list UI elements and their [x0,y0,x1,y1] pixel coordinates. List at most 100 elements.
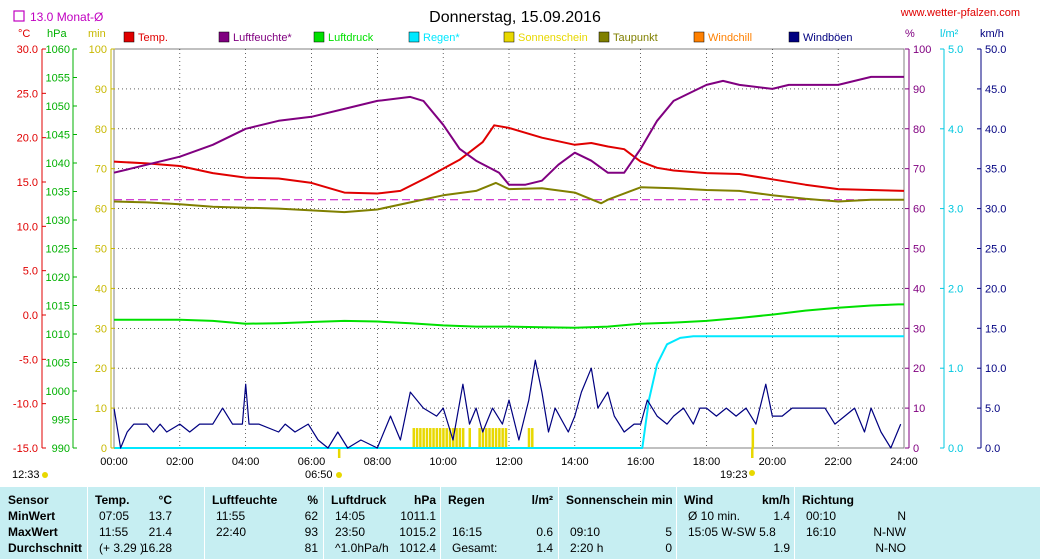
sunshine-bar [468,428,471,448]
legend-swatch [598,31,610,43]
y-tick-label-pressure: 1060 [46,44,70,56]
stats-table: Sensor MinWert MaxWert Durchschnitt Temp. °C 0… [0,487,1040,559]
monthly-avg-marker-icon [13,10,25,22]
y-tick-label-temp: -10.0 [13,399,38,411]
y-tick-label-pressure: 1010 [46,329,70,341]
y-tick-label-humidity_pct: 100 [913,44,931,56]
stats-column-head: Richtung [802,493,854,507]
stats-cell-time: Gesamt: [452,541,498,555]
sunshine-bar [494,428,498,448]
stats-column-head: Luftdruck [331,493,387,507]
series-line-luftfeuchte [113,75,904,186]
x-tick-label: 06:00 [298,456,326,468]
y-tick-label-wind_kmh: 20.0 [985,283,1006,295]
chart-marks [113,75,905,458]
y-tick-label-wind_kmh: 45.0 [985,84,1006,96]
unit-pressure: hPa [47,28,67,40]
y-tick-label-humidity_pct: 70 [913,164,925,176]
grid-lines [114,49,904,448]
x-tick-label: 14:00 [561,456,589,468]
stats-cell-time: 07:05 [99,509,130,523]
legend-label: Luftfeuchte* [233,32,292,44]
series-line-regen [114,335,904,449]
sunshine-bar [484,428,488,448]
stats-column-divider [794,487,795,559]
y-tick-label-wind_kmh: 35.0 [985,164,1006,176]
stats-cell-value: N-NO [875,541,906,555]
sunshine-bar [412,428,416,448]
series-line-temp [113,124,905,195]
unit-temp: °C [18,28,30,40]
x-tick-label: 22:00 [824,456,852,468]
x-tick-label: 10:00 [429,456,457,468]
y-tick-label-wind_kmh: 15.0 [985,323,1006,335]
stats-column-unit: hPa [413,493,436,507]
sunshine-bar [429,428,432,448]
legend-swatch [123,31,135,43]
y-tick-label-sunshine_min: 60 [95,204,107,216]
stats-cell-time: 11:55 [99,525,129,539]
stats-cell-value: 93 [304,525,318,539]
y-tick-label-humidity_pct: 40 [913,283,925,295]
stats-column-divider [440,487,441,559]
y-tick-label-wind_kmh: 10.0 [985,363,1006,375]
legend-swatch [408,31,420,43]
stats-column-head: Luftfeuchte [212,493,278,507]
y-tick-label-temp: 10.0 [17,221,38,233]
y-tick-label-pressure: 1000 [46,386,70,398]
stats-column-unit: km/h [761,493,790,507]
y-tick-label-pressure: 1005 [46,358,70,370]
stats-cell-time: 22:40 [216,525,247,539]
stats-column-divider [204,487,205,559]
y-tick-label-wind_kmh: 25.0 [985,244,1006,256]
y-tick-label-sunshine_min: 10 [95,403,107,415]
y-tick-label-temp: 25.0 [17,88,38,100]
series-line-taupunkt [113,181,904,214]
site-link[interactable]: www.wetter-pfalzen.com [900,7,1020,19]
chart-title: Donnerstag, 15.09.2016 [429,9,601,26]
y-tick-label-sunshine_min: 90 [95,84,107,96]
y-tick-label-humidity_pct: 90 [913,84,925,96]
sunshine-bar [419,428,422,448]
unit-minutes: min [88,28,106,40]
y-tick-label-humidity_pct: 30 [913,323,925,335]
sunrise-icon [336,472,342,478]
axis-labels: 00:00 02:00 04:00 06:00 08:00 10:00 12:00 14:00… [13,44,1007,468]
y-tick-label-pressure: 1030 [46,215,70,227]
sunset-time: 19:23 [720,469,748,481]
legend-label: Windchill [708,32,752,44]
y-tick-label-temp: -15.0 [13,443,38,455]
stats-row-label: MaxWert [8,525,58,539]
y-tick-label-pressure: 1055 [46,73,70,85]
sunshine-bar [491,428,495,448]
stats-cell-time: (+ 3.29 ) [99,541,145,555]
sunshine-bar [527,428,531,448]
legend-label: Sonnenschein [518,32,588,44]
stats-column-head: Regen [448,493,485,507]
stats-row-label: Durchschnitt [8,541,83,555]
moon-icon [42,472,48,478]
stats-cell-value: 16.28 [141,541,172,555]
y-tick-label-humidity_pct: 80 [913,124,925,136]
legend-swatch [693,31,705,43]
stats-column-unit: % [307,493,318,507]
stats-row-label: Sensor [8,493,49,507]
legend-label: Regen* [423,32,460,44]
y-tick-label-wind_kmh: 30.0 [985,204,1006,216]
stats-cell-value: 5 [665,525,672,539]
y-tick-label-sunshine_min: 100 [89,44,107,56]
y-tick-label-pressure: 1035 [46,187,70,199]
stats-cell-value: 81 [304,541,318,555]
stats-column-head: Sonnenschein min [566,493,673,507]
sunrise-time: 06:50 [305,469,333,481]
y-tick-label-sunshine_min: 40 [95,283,107,295]
stats-cell-time: 2:20 h [570,541,604,555]
stats-column-divider [323,487,324,559]
y-tick-label-pressure: 990 [52,443,70,455]
unit-rain: l/m² [940,28,959,40]
y-tick-label-rain_l: 1.0 [948,363,963,375]
sunshine-bar [501,428,504,448]
stats-cell-time: 16:10 [806,525,837,539]
y-tick-label-wind_kmh: 0.0 [985,443,1000,455]
y-tick-label-rain_l: 3.0 [948,204,963,216]
